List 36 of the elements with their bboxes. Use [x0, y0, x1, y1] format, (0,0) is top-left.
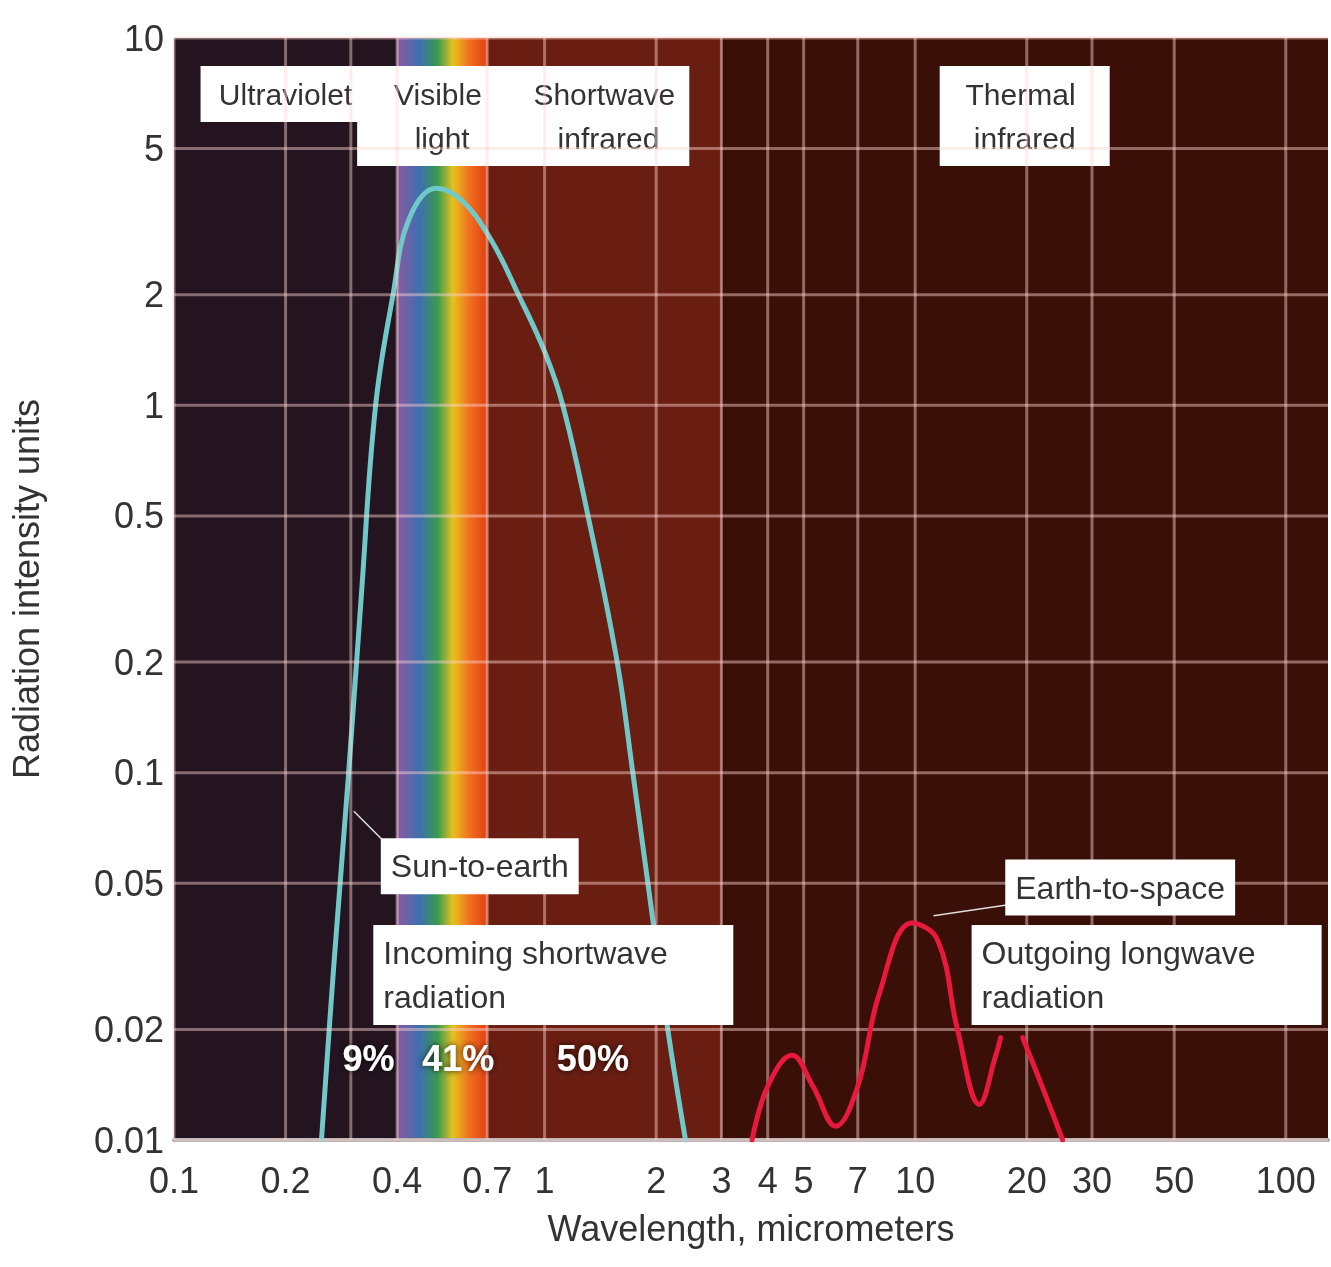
- x-tick-label: 0.4: [372, 1159, 423, 1201]
- y-tick-label: 0.5: [113, 495, 164, 537]
- annotation: 50%: [556, 1037, 629, 1079]
- x-tick-label: 20: [1006, 1159, 1047, 1201]
- y-tick-label: 0.1: [113, 752, 164, 794]
- x-tick-label: 10: [895, 1159, 936, 1201]
- y-tick-label: 5: [143, 128, 164, 170]
- x-tick-label: 50: [1154, 1159, 1195, 1201]
- y-tick-label: 10: [123, 17, 164, 59]
- y-tick-label: 0.01: [93, 1119, 164, 1161]
- x-tick-label: 30: [1071, 1159, 1113, 1201]
- annotation: Incoming shortwave radiation: [383, 934, 677, 1015]
- x-tick-label: 2: [646, 1159, 667, 1201]
- y-tick-label: 2: [143, 274, 164, 316]
- annotation: Outgoing longwave radiation: [981, 934, 1265, 1015]
- annotation: Earth-to-space: [1015, 869, 1226, 906]
- band-label: Ultraviolet: [218, 77, 353, 111]
- y-axis-title: Radiation intensity units: [5, 398, 47, 780]
- x-axis-title: Wavelength, micrometers: [547, 1207, 955, 1249]
- band-label: Visible light: [394, 77, 491, 155]
- annotation: 9%: [342, 1037, 395, 1079]
- x-tick-label: 7: [847, 1159, 868, 1201]
- band-label: Thermal infrared: [965, 77, 1084, 155]
- x-tick-label: 1: [534, 1159, 555, 1201]
- x-tick-label: 0.7: [462, 1159, 513, 1201]
- x-tick-label: 0.2: [260, 1159, 311, 1201]
- y-tick-label: 1: [143, 384, 164, 426]
- x-tick-label: 3: [711, 1159, 732, 1201]
- y-tick-label: 0.02: [93, 1008, 164, 1050]
- x-tick-label: 5: [793, 1159, 814, 1201]
- y-tick-label: 0.2: [113, 641, 164, 683]
- y-tick-label: 0.05: [93, 862, 164, 904]
- band-label: Shortwave infrared: [533, 77, 676, 155]
- annotation: Sun-to-earth: [390, 848, 569, 885]
- x-tick-label: 4: [757, 1159, 778, 1201]
- x-tick-label: 100: [1255, 1159, 1316, 1201]
